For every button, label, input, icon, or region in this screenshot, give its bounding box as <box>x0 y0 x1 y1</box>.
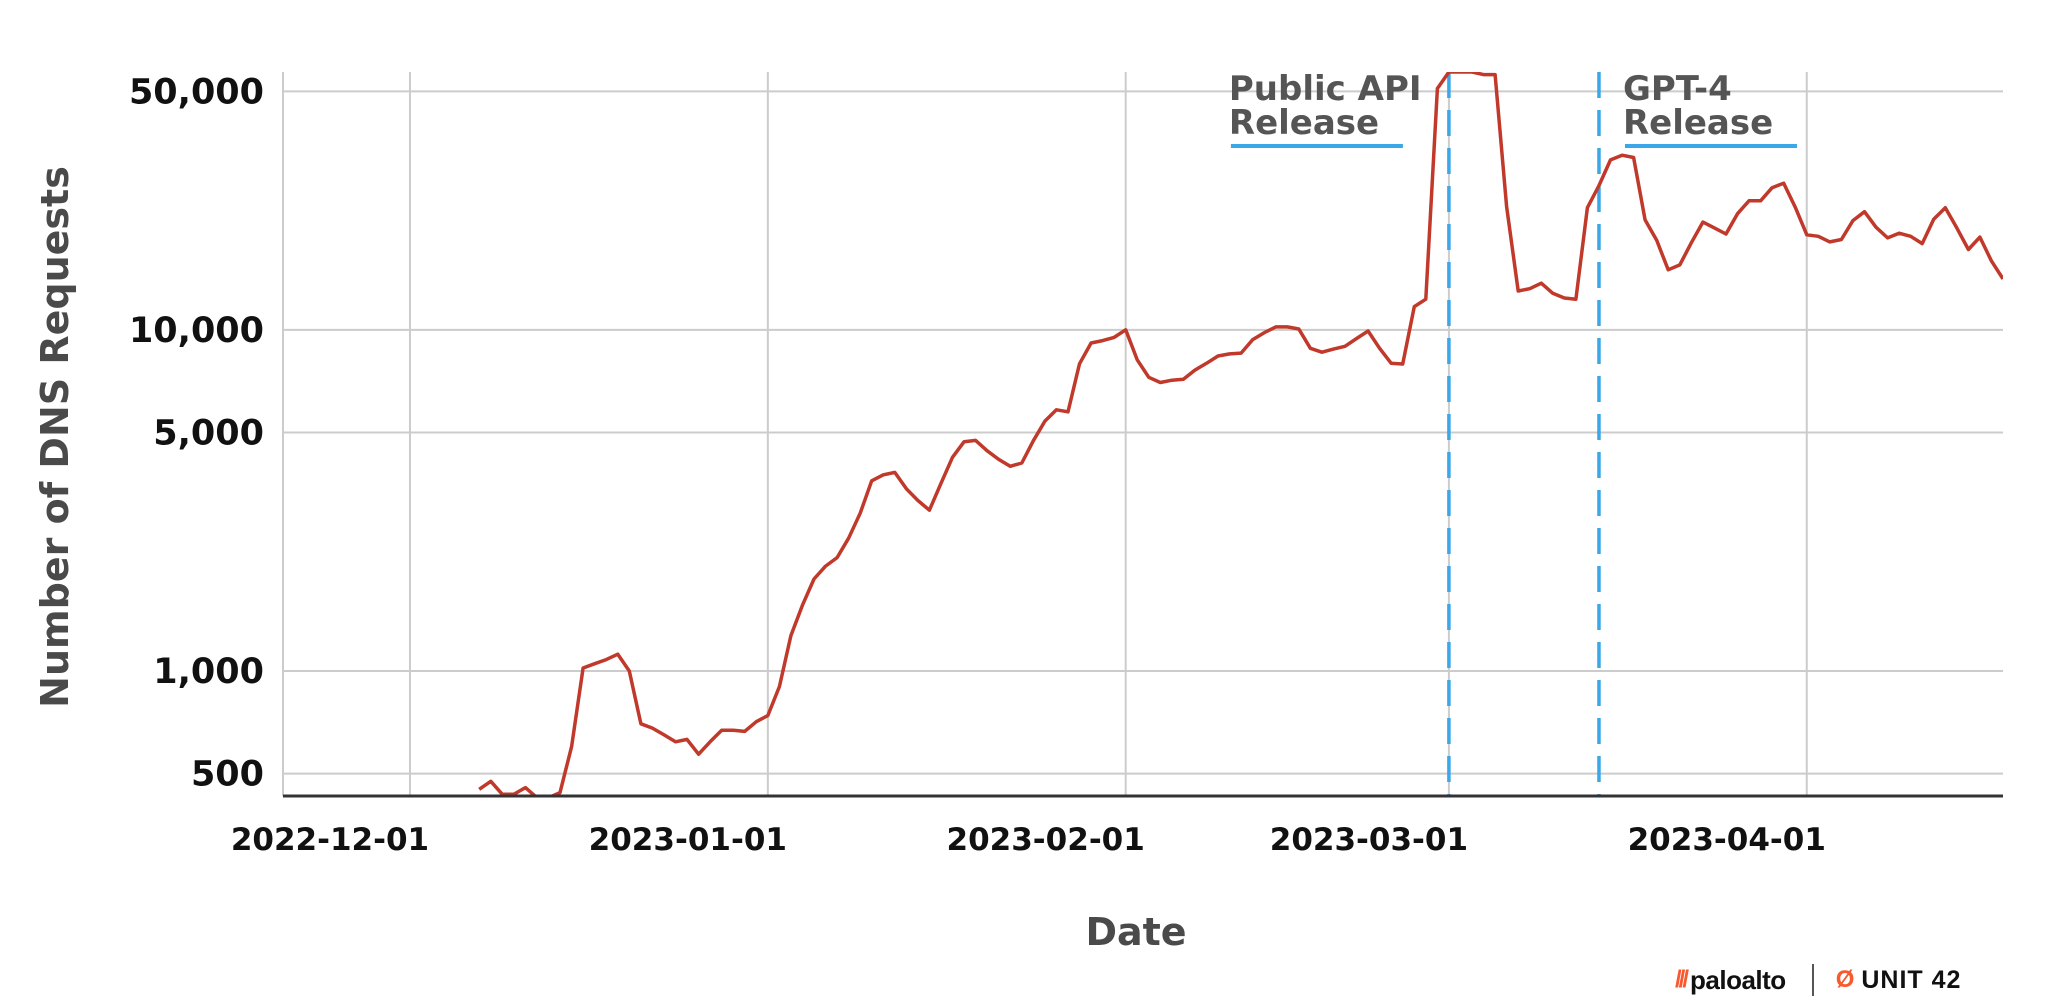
logo-divider <box>1811 964 1814 996</box>
annotation-label-line1: Public API <box>1229 69 1422 109</box>
x-tick-label: 2023-04-01 <box>1628 822 1826 858</box>
y-axis-title: Number of DNS Requests <box>33 166 77 708</box>
series <box>478 72 2003 796</box>
paloalto-logo: /// paloalto <box>1675 965 1786 996</box>
y-tick-label: 5,000 <box>153 414 264 454</box>
annotation-label-line2: Release <box>1229 103 1379 143</box>
y-tick-label: 500 <box>191 755 264 795</box>
paloalto-wordmark: paloalto <box>1690 964 1786 995</box>
x-axis-title: Date <box>1085 910 1186 954</box>
x-tick-label: 2022-12-01 <box>231 822 429 858</box>
x-tick-labels: 2022-12-01 2023-01-01 2023-02-01 2023-03-01… <box>231 822 1826 858</box>
paloalto-mark-icon: /// <box>1675 966 1689 993</box>
unit42-logo: Ø UNIT 42 <box>1836 966 1962 995</box>
logos: /// paloalto Ø UNIT 42 <box>1675 962 2035 998</box>
annotation-label-line2: Release <box>1623 103 1773 143</box>
y-tick-label: 10,000 <box>129 311 264 351</box>
unit42-mark-icon: Ø <box>1835 966 1856 993</box>
series-line <box>478 72 2003 796</box>
annotation-label-line1: GPT-4 <box>1623 69 1732 109</box>
grid <box>282 72 2003 796</box>
x-tick-label: 2023-01-01 <box>589 822 787 858</box>
y-tick-label: 50,000 <box>129 72 264 112</box>
y-tick-labels: 500 1,000 5,000 10,000 50,000 <box>129 72 264 794</box>
y-tick-label: 1,000 <box>153 652 264 692</box>
x-tick-label: 2023-03-01 <box>1270 822 1468 858</box>
x-tick-label: 2023-02-01 <box>947 822 1145 858</box>
unit42-wordmark: UNIT 42 <box>1861 965 1962 994</box>
